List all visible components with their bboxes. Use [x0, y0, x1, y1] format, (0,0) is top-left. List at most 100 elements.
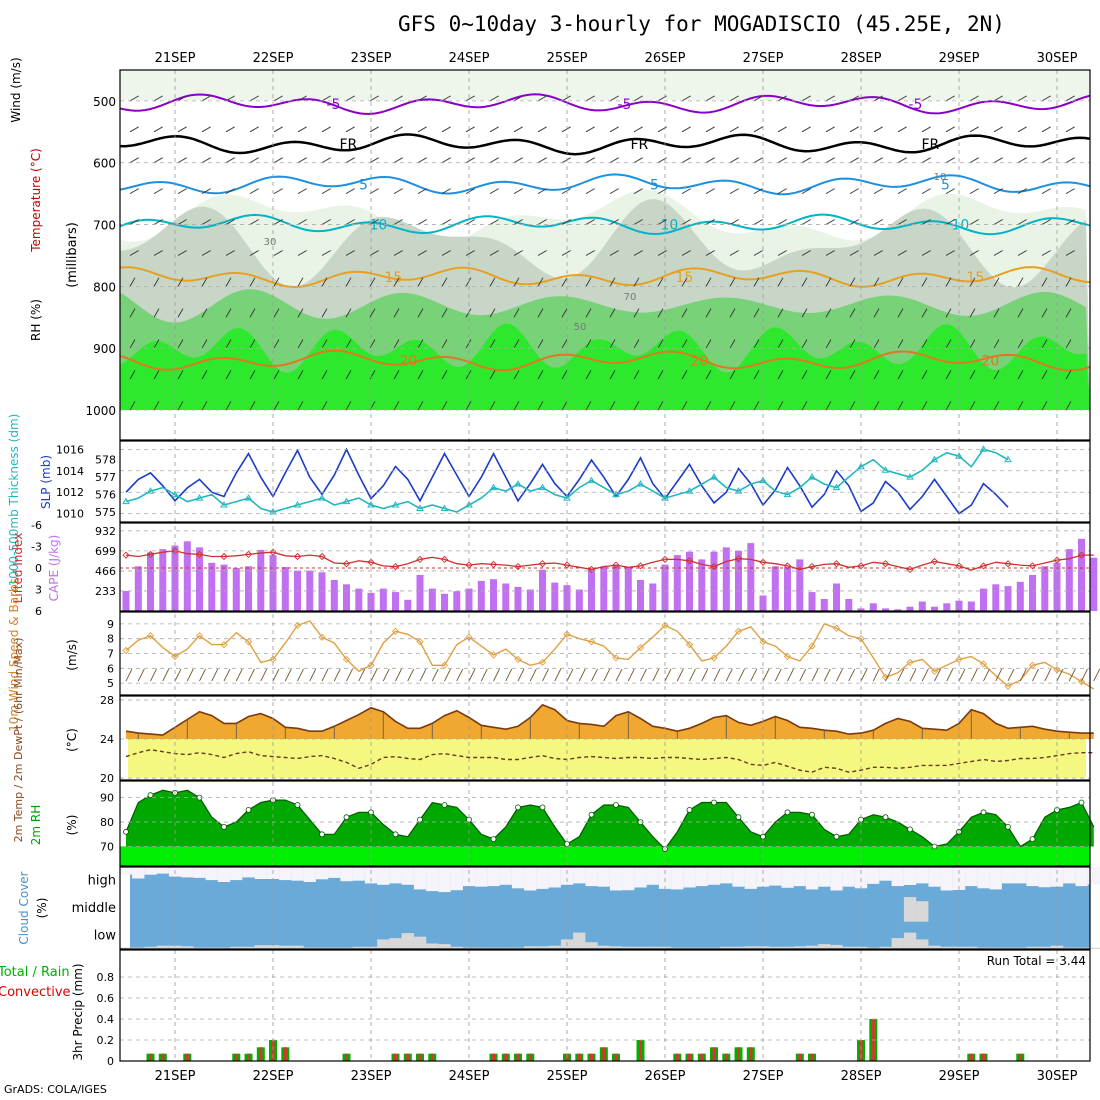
- lifted-index-point-62: [881, 560, 890, 568]
- wind-barb-273: [705, 370, 712, 380]
- wind-barb-322: [825, 188, 835, 195]
- cape-bar-76: [1053, 562, 1061, 611]
- wind-barb-127: [393, 277, 400, 287]
- dewpoint-band: [128, 739, 1086, 778]
- wind-barb-22: [177, 95, 187, 102]
- wind-barb-350: [873, 370, 880, 380]
- cape-bar-61: [869, 603, 877, 611]
- wind-barb-310: [801, 157, 811, 164]
- rh-point-0: [123, 828, 129, 835]
- cloud-high-clear-41: [622, 867, 635, 891]
- cape-bar-31: [502, 583, 510, 611]
- wind-speed-point-26: [440, 661, 449, 669]
- cape-bar-27: [453, 591, 461, 611]
- cloud-low-bar-43: [646, 946, 659, 949]
- cloud-high-clear-5: [181, 867, 194, 878]
- rh-ytick-70: 70: [100, 840, 114, 853]
- cloud-low-bar-16: [315, 947, 329, 949]
- cloud-high-clear-59: [842, 867, 855, 887]
- rh-point-58: [833, 833, 840, 840]
- wind-barb-10m-41: [627, 668, 635, 682]
- cape-bar-54: [784, 567, 791, 611]
- wind-barb-94: [321, 277, 328, 287]
- cape-bar-67: [943, 603, 951, 611]
- wind-barb-191: [537, 219, 547, 225]
- cape-bar-57: [820, 599, 828, 611]
- cape-bar-39: [600, 566, 608, 611]
- cape-bar-23: [404, 599, 412, 611]
- wind-barb-7: [129, 308, 136, 318]
- wind-barb-38: [201, 250, 211, 256]
- cape-bar-6: [196, 547, 203, 611]
- cape-bar-4: [171, 545, 179, 611]
- wind-barb-253: [681, 95, 691, 102]
- cloud-high-clear-31: [499, 867, 512, 885]
- cloud-low-bar-54: [781, 946, 794, 949]
- wind-speed-point-30: [489, 651, 498, 659]
- cloud-high-clear-60: [854, 867, 868, 889]
- cloud-low-bar-50: [732, 946, 745, 949]
- wind-barb-252: [657, 401, 664, 411]
- cape-ytick-699: 699: [95, 545, 116, 558]
- wind-barb-149: [441, 277, 448, 287]
- wind-barb-428: [1041, 401, 1048, 411]
- cloud-high-clear-21: [377, 867, 390, 885]
- wind-barb-249: [657, 308, 664, 318]
- wind-speed-point-32: [514, 655, 522, 664]
- wind-barb-112: [369, 157, 379, 164]
- thickness-point-70: [979, 445, 988, 452]
- wind-barb-81: [297, 219, 307, 225]
- cape-bar-3: [159, 549, 167, 611]
- wind-barb-342: [873, 126, 883, 133]
- precip-ytick-0.4: 0.4: [97, 1013, 115, 1026]
- wind-ytick-9: 9: [107, 618, 114, 631]
- date-label-bottom-22SEP: 22SEP: [253, 1069, 294, 1084]
- wind-barb-137: [417, 250, 427, 256]
- cloud-low-bar-14: [291, 945, 304, 949]
- isotherm-FR: [120, 133, 1090, 156]
- wind-barb-10m-76: [1056, 668, 1064, 682]
- wind-barb-10m-70: [983, 668, 990, 682]
- wind-barb-278: [729, 188, 739, 195]
- wind-barb-10m-58: [836, 668, 843, 682]
- slp-ytick-1016: 1016: [56, 443, 84, 456]
- precip-convective-bar-60: [859, 1040, 863, 1061]
- wind-barb-10m-36: [566, 668, 574, 682]
- wind-barb-113: [369, 188, 379, 195]
- lifted-index-point-72: [1004, 560, 1012, 568]
- wind-barb-160: [465, 277, 472, 287]
- wind-barb-274: [705, 401, 712, 411]
- wind-barb-172: [489, 308, 496, 318]
- date-label-bottom-24SEP: 24SEP: [449, 1069, 490, 1084]
- wind-barb-177: [513, 126, 523, 133]
- wind-barb-327: [825, 339, 832, 349]
- wind-barb-399: [993, 188, 1003, 195]
- cape-bar-13: [281, 567, 289, 611]
- wind-barb-10m-8: [223, 668, 231, 682]
- wind-barb-10m-27: [456, 668, 464, 682]
- rh-contour-label-50: 50: [574, 322, 587, 333]
- wind-barb-382: [945, 339, 952, 349]
- cloud-low-bar-9: [230, 946, 243, 949]
- wind-barb-182: [513, 277, 520, 287]
- precip-convective-bar-47: [700, 1053, 704, 1061]
- cape-bar-35: [551, 582, 559, 611]
- wind-speed-point-64: [906, 658, 914, 667]
- cross-ylabel-1: Temperature (°C): [29, 148, 43, 253]
- cloud-low-bar-57: [818, 944, 831, 949]
- wind-barb-356: [897, 219, 907, 225]
- lifted-index-ylabel: Lifted Index: [11, 533, 25, 604]
- isotherm-label-15-1: 15: [675, 270, 693, 286]
- wind-barb-369: [921, 277, 928, 287]
- rh-point-40: [613, 802, 619, 808]
- cape-bar-42: [637, 580, 644, 611]
- precip-convective-bar-48: [712, 1047, 716, 1061]
- cloud-low-bar-68: [952, 946, 966, 949]
- wind-barb-131: [393, 401, 400, 411]
- cloud-low-bar-56: [805, 945, 819, 949]
- date-label-top-23SEP: 23SEP: [351, 51, 392, 66]
- precip-convective-bar-70: [982, 1053, 985, 1061]
- wind-barb-10m-68: [958, 668, 966, 682]
- thickness-point-56: [808, 473, 816, 480]
- cloud-high-clear-34: [536, 867, 549, 889]
